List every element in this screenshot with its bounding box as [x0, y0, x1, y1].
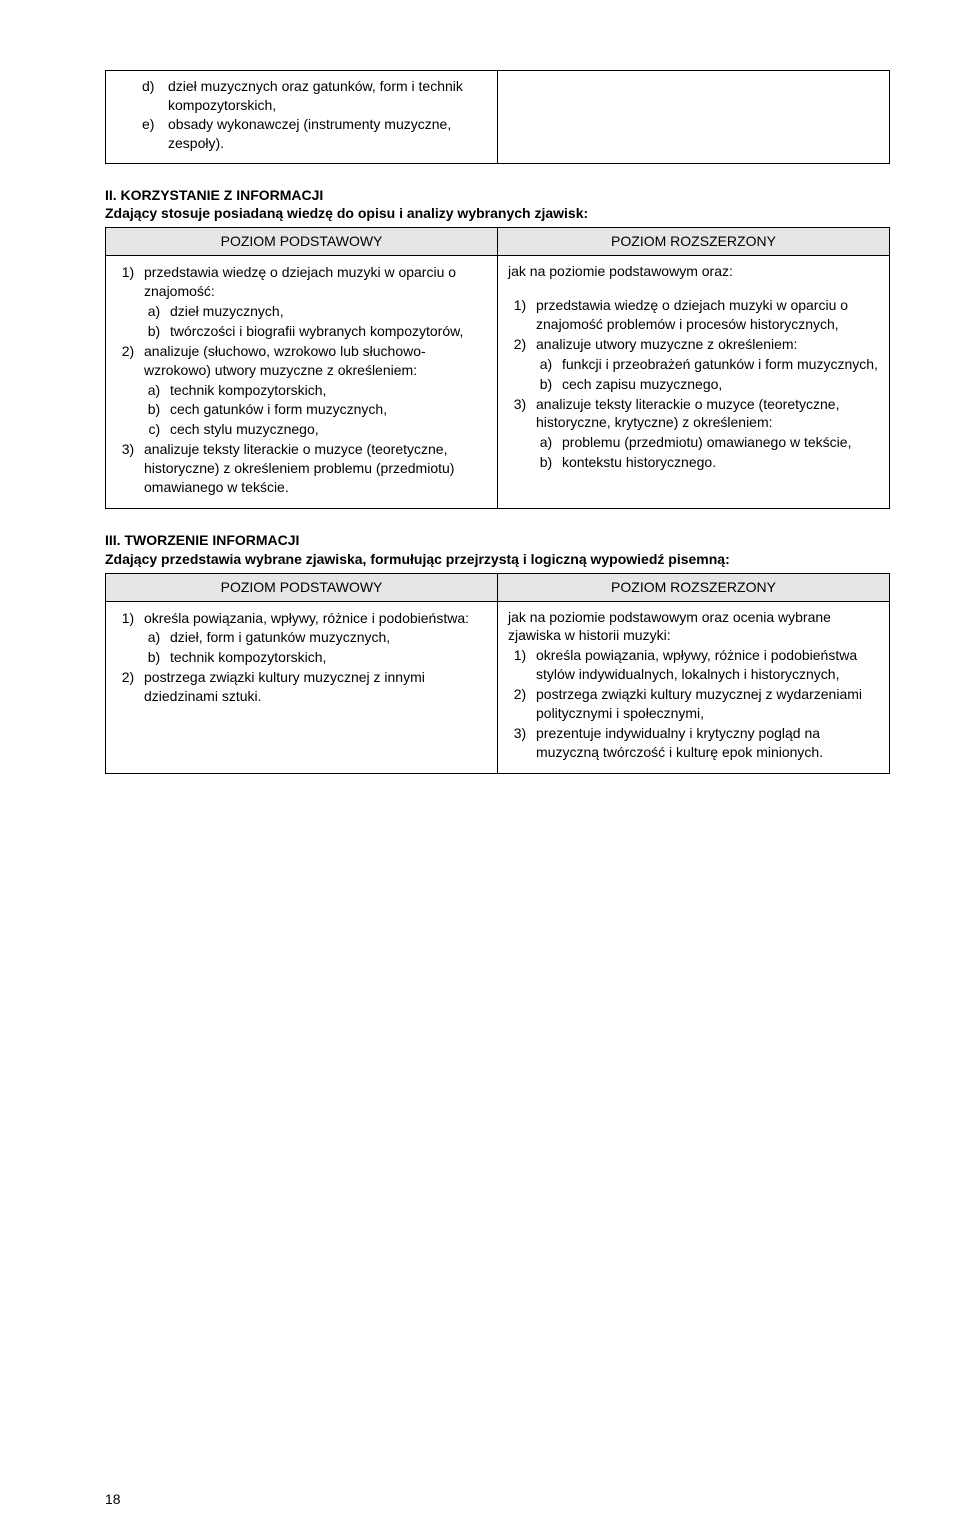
section2-right-cell: jak na poziomie podstawowym oraz: przeds… — [498, 256, 890, 509]
list-item: analizuje (słuchowo, wzrokowo lub słucho… — [142, 342, 487, 439]
list-item: przedstawia wiedzę o dziejach muzyki w o… — [142, 263, 487, 341]
text: analizuje utwory muzyczne z określeniem: — [536, 336, 797, 352]
list-item: dzieł, form i gatunków muzycznych, — [168, 628, 487, 647]
list-item: twórczości i biografii wybranych kompozy… — [168, 322, 487, 341]
list-item: technik kompozytorskich, — [168, 381, 487, 400]
top-table: d) dzieł muzycznych oraz gatunków, form … — [105, 70, 890, 164]
list-item: analizuje utwory muzyczne z określeniem:… — [534, 335, 879, 394]
list-item: problemu (przedmiotu) omawianego w tekśc… — [560, 433, 879, 452]
section2-table: POZIOM PODSTAWOWY POZIOM ROZSZERZONY prz… — [105, 227, 890, 509]
section3-subheading: Zdający przedstawia wybrane zjawiska, fo… — [105, 550, 890, 569]
list-item: e) obsady wykonawczej (instrumenty muzyc… — [142, 115, 487, 153]
list-item: prezentuje indywidualny i krytyczny pogl… — [534, 724, 879, 762]
top-right-cell — [498, 71, 890, 164]
col-header-left: POZIOM PODSTAWOWY — [106, 228, 498, 256]
marker: e) — [142, 115, 168, 153]
text: dzieł muzycznych oraz gatunków, form i t… — [168, 77, 487, 115]
section2-subheading: Zdający stosuje posiadaną wiedzę do opis… — [105, 204, 890, 223]
list-item: analizuje teksty literackie o muzyce (te… — [142, 440, 487, 497]
section3-table: POZIOM PODSTAWOWY POZIOM ROZSZERZONY okr… — [105, 573, 890, 774]
list-item: kontekstu historycznego. — [560, 453, 879, 472]
list-item: określa powiązania, wpływy, różnice i po… — [534, 646, 879, 684]
list-item: cech stylu muzycznego, — [168, 420, 487, 439]
text: analizuje teksty literackie o muzyce (te… — [536, 396, 839, 431]
list-item: postrzega związki kultury muzycznej z in… — [142, 668, 487, 706]
col-header-left: POZIOM PODSTAWOWY — [106, 573, 498, 601]
list-item: funkcji i przeobrażeń gatunków i form mu… — [560, 355, 879, 374]
list-item: technik kompozytorskich, — [168, 648, 487, 667]
list-item: postrzega związki kultury muzycznej z wy… — [534, 685, 879, 723]
section3-right-cell: jak na poziomie podstawowym oraz ocenia … — [498, 601, 890, 773]
list-item: cech zapisu muzycznego, — [560, 375, 879, 394]
page-number: 18 — [105, 1490, 121, 1509]
text: przedstawia wiedzę o dziejach muzyki w o… — [144, 264, 456, 299]
col-header-right: POZIOM ROZSZERZONY — [498, 228, 890, 256]
section2-heading: II. KORZYSTANIE Z INFORMACJI — [105, 186, 890, 205]
marker: d) — [142, 77, 168, 115]
intro-text: jak na poziomie podstawowym oraz ocenia … — [508, 608, 879, 646]
section3-heading: III. TWORZENIE INFORMACJI — [105, 531, 890, 550]
text: określa powiązania, wpływy, różnice i po… — [144, 610, 469, 626]
col-header-right: POZIOM ROZSZERZONY — [498, 573, 890, 601]
list-item: przedstawia wiedzę o dziejach muzyki w o… — [534, 296, 879, 334]
list-item: analizuje teksty literackie o muzyce (te… — [534, 395, 879, 473]
text: obsady wykonawczej (instrumenty muzyczne… — [168, 115, 487, 153]
list-item: dzieł muzycznych, — [168, 302, 487, 321]
list-item: d) dzieł muzycznych oraz gatunków, form … — [142, 77, 487, 115]
list-item: określa powiązania, wpływy, różnice i po… — [142, 609, 487, 668]
section3-left-cell: określa powiązania, wpływy, różnice i po… — [106, 601, 498, 773]
intro-text: jak na poziomie podstawowym oraz: — [508, 262, 879, 281]
text: analizuje (słuchowo, wzrokowo lub słucho… — [144, 343, 426, 378]
list-item: cech gatunków i form muzycznych, — [168, 400, 487, 419]
top-left-cell: d) dzieł muzycznych oraz gatunków, form … — [106, 71, 498, 164]
section2-left-cell: przedstawia wiedzę o dziejach muzyki w o… — [106, 256, 498, 509]
